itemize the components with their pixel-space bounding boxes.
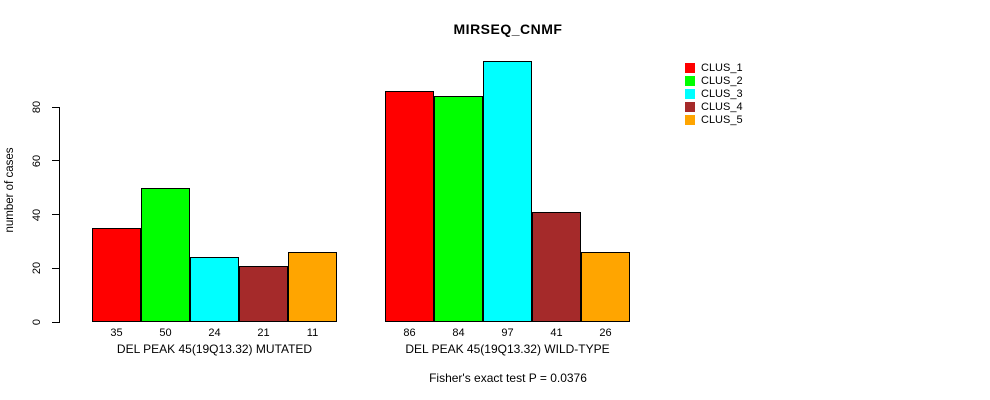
- legend-swatch: [685, 115, 695, 126]
- legend-label: CLUS_3: [701, 88, 743, 101]
- bar-value-label: 41: [550, 327, 563, 339]
- y-tick-label: 40: [31, 208, 43, 221]
- bar-clus_1-group2: [385, 91, 434, 322]
- bar-clus_2-group2: [434, 96, 483, 322]
- bar-clus_5-group2: [581, 252, 630, 322]
- y-tick-label: 60: [31, 154, 43, 167]
- y-tick-mark: [52, 214, 60, 215]
- legend-swatch: [685, 76, 695, 87]
- pvalue-annotation: Fisher's exact test P = 0.0376: [429, 371, 587, 385]
- bar-value-label: 26: [599, 327, 612, 339]
- bar-value-label: 86: [403, 327, 416, 339]
- bar-value-label: 21: [257, 327, 270, 339]
- bar-value-label: 84: [452, 327, 465, 339]
- legend-swatch: [685, 102, 695, 113]
- legend-label: CLUS_4: [701, 101, 743, 114]
- y-tick-mark: [52, 267, 60, 269]
- bar-clus_3-group2: [483, 61, 532, 322]
- legend-swatch: [685, 89, 695, 100]
- y-tick-mark: [52, 321, 60, 323]
- legend-label: CLUS_5: [701, 114, 743, 127]
- y-axis-label: number of cases: [4, 147, 16, 233]
- y-tick-label: 20: [31, 262, 43, 275]
- group-label-mutated: DEL PEAK 45(19Q13.32) MUTATED: [116, 342, 313, 356]
- y-tick-mark: [52, 106, 60, 108]
- legend-swatch: [685, 63, 695, 73]
- bar-value-label: 97: [501, 327, 514, 339]
- bar-clus_5-group1: [288, 252, 337, 322]
- bar-value-label: 24: [208, 327, 221, 339]
- bar-clus_1-group1: [92, 228, 141, 322]
- bar-value-label: 35: [110, 327, 123, 339]
- group-label-wildtype: DEL PEAK 45(19Q13.32) WILD-TYPE: [405, 342, 610, 356]
- bar-value-label: 11: [306, 327, 319, 339]
- bar-clus_2-group1: [141, 188, 190, 322]
- legend-label: CLUS_1: [701, 62, 743, 74]
- bar-clus_3-group1: [190, 257, 239, 322]
- legend-label: CLUS_2: [701, 75, 743, 88]
- chart-title: MIRSEQ_CNMF: [453, 21, 563, 37]
- y-tick-mark: [52, 160, 60, 162]
- y-tick-label: 0: [31, 318, 43, 326]
- bar-value-label: 50: [159, 327, 172, 339]
- y-tick-label: 80: [31, 100, 43, 114]
- bar-clus_4-group2: [532, 212, 581, 322]
- bar-clus_4-group1: [239, 266, 288, 322]
- y-axis-line: [59, 107, 60, 323]
